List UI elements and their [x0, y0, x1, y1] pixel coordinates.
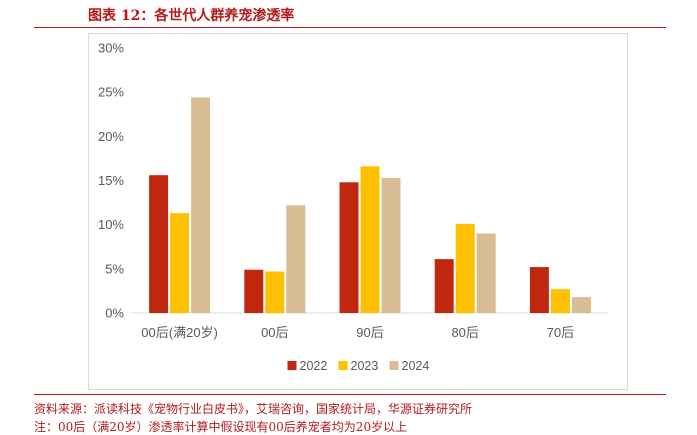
- x-tick-label: 90后: [356, 325, 383, 340]
- bar-2024: [571, 297, 591, 313]
- bar-2023: [360, 166, 380, 313]
- bar-chart: 0% 5% 10% 15% 20% 25% 30% 00后(满20岁) 00后 90后 80后 70后…: [98, 41, 608, 373]
- figure-title: 图表 12：各世代人群养宠渗透率: [88, 8, 295, 24]
- legend-label: 2022: [300, 359, 328, 373]
- bar-2024: [381, 177, 401, 313]
- chart-frame: [88, 33, 628, 390]
- x-tick-label: 00后(满20岁): [141, 325, 218, 340]
- legend-swatch: [389, 361, 399, 370]
- legend-label: 2023: [351, 359, 379, 373]
- x-tick-label: 70后: [547, 325, 574, 340]
- bar-2024: [476, 233, 496, 313]
- bar-2022: [434, 259, 454, 313]
- bar-2023: [265, 271, 285, 313]
- bar-2023: [550, 289, 570, 313]
- bar-2024: [286, 205, 306, 313]
- y-tick-label: 25%: [98, 85, 124, 100]
- x-tick-label: 00后: [261, 325, 288, 340]
- bar-2022: [339, 182, 359, 313]
- footer-rule: [34, 394, 666, 395]
- y-tick-label: 15%: [98, 173, 124, 188]
- bar-2023: [170, 213, 190, 313]
- source-note: 资料来源：派读科技《宠物行业白皮书》，艾瑞咨询，国家统计局，华源证券研究所: [34, 402, 473, 416]
- bar-2022: [529, 267, 549, 313]
- legend-label: 2024: [402, 359, 430, 373]
- legend-swatch: [287, 361, 297, 370]
- y-tick-label: 5%: [105, 261, 124, 276]
- bar-2024: [191, 97, 211, 313]
- bar-2022: [244, 269, 264, 313]
- footnote: 注：00后（满20岁）渗透率计算中假设现有00后养宠者均为20岁以上: [34, 420, 408, 434]
- title-rule: [34, 27, 666, 28]
- bar-2023: [455, 223, 475, 313]
- bar-2022: [149, 175, 169, 313]
- y-tick-label: 10%: [98, 217, 124, 232]
- y-tick-label: 0%: [105, 306, 124, 321]
- y-tick-label: 30%: [98, 41, 124, 56]
- legend-swatch: [338, 361, 348, 370]
- x-tick-label: 80后: [451, 325, 478, 340]
- y-tick-label: 20%: [98, 129, 124, 144]
